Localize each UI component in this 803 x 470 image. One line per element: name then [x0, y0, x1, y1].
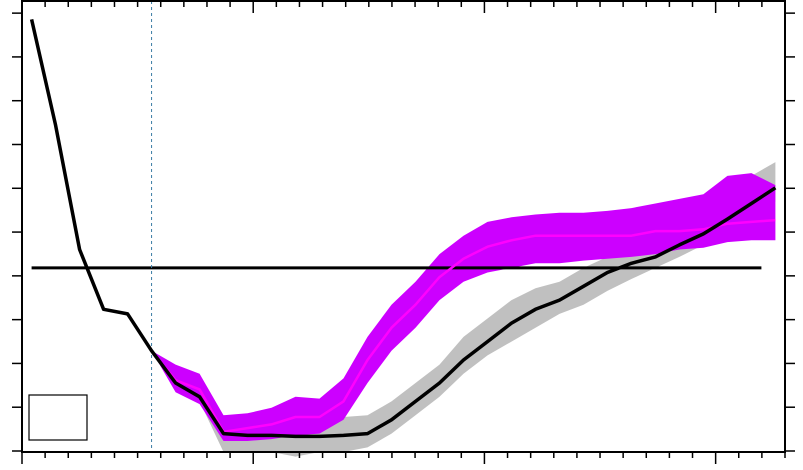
series-0-band — [151, 162, 776, 457]
series-1-line — [150, 218, 776, 434]
series-1-band — [151, 173, 776, 441]
uncertainty-bands — [151, 162, 776, 457]
legend-box — [28, 394, 88, 441]
series-lines — [29, 19, 777, 439]
plot-frame — [21, 0, 786, 453]
reference-lines — [31, 1, 762, 452]
series-0-line — [29, 19, 777, 439]
